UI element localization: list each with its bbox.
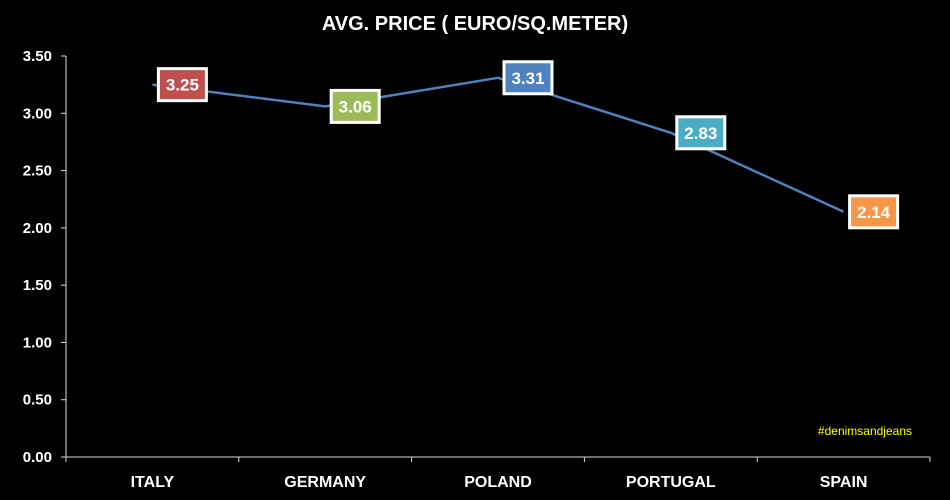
data-label-spain: 2.14: [848, 194, 900, 230]
y-tick-label: 0.50: [23, 392, 52, 409]
y-tick-label: 2.00: [23, 220, 52, 237]
data-label-box: [329, 88, 381, 124]
data-label-text: 2.83: [684, 124, 717, 143]
x-tick-label: POLAND: [464, 474, 532, 491]
data-label-box: [502, 60, 554, 96]
data-label-portugal: 2.83: [675, 115, 727, 151]
data-label-box: [848, 194, 900, 230]
chart-title: AVG. PRICE ( EURO/SQ.METER): [322, 13, 628, 35]
x-axis: ITALY GERMANY POLAND PORTUGAL SPAIN: [65, 457, 931, 491]
y-tick-label: 3.50: [23, 48, 52, 65]
data-label-italy: 3.25: [156, 67, 208, 103]
y-tick-label: 3.00: [23, 105, 52, 122]
data-labels: 3.25 3.06 3.31 2.83 2.14: [156, 60, 900, 230]
x-tick-label: SPAIN: [820, 474, 868, 491]
data-label-text: 2.14: [857, 203, 891, 222]
y-tick-label: 1.00: [23, 334, 52, 351]
y-tick-label: 2.50: [23, 163, 52, 180]
x-tick-label: ITALY: [131, 474, 175, 491]
data-label-poland: 3.31: [502, 60, 554, 96]
x-tick-label: PORTUGAL: [626, 474, 716, 491]
y-tick-label: 0.00: [23, 449, 52, 466]
data-label-germany: 3.06: [329, 88, 381, 124]
data-label-text: 3.06: [339, 97, 372, 116]
data-label-text: 3.31: [511, 69, 544, 88]
watermark-text: #denimsandjeans: [818, 424, 912, 438]
y-axis: 0.00 0.50 1.00 1.50 2.00 2.50 3.00 3.50: [23, 48, 66, 466]
y-tick-label: 1.50: [23, 277, 52, 294]
data-label-box: [675, 115, 727, 151]
data-label-text: 3.25: [166, 76, 199, 95]
data-label-box: [156, 67, 208, 103]
x-tick-label: GERMANY: [284, 474, 366, 491]
series-line-avg-price: [152, 76, 845, 213]
